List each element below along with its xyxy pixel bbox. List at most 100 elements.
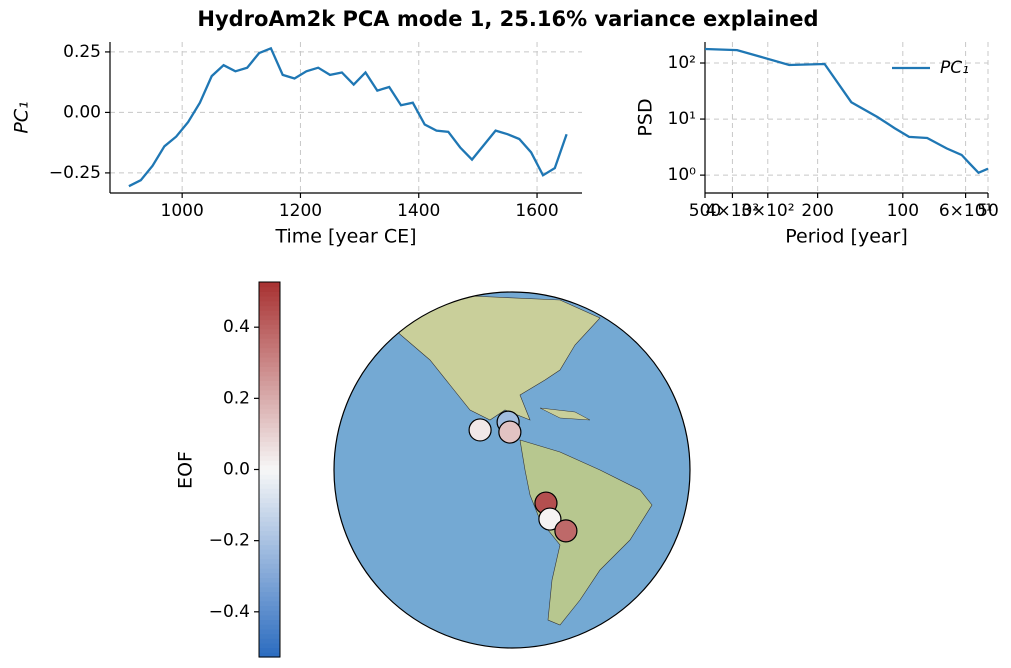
colorbar-band (259, 408, 280, 414)
colorbar-band (259, 469, 280, 475)
site-marker (538, 507, 562, 531)
colorbar-band (259, 394, 280, 400)
x-axis-label: Period [year] (785, 226, 908, 248)
colorbar-band (259, 432, 280, 438)
x-tick-label: 1600 (515, 201, 558, 221)
colorbar-band (259, 474, 280, 480)
colorbar-band (259, 371, 280, 377)
colorbar-band (259, 530, 280, 536)
colorbar-band (259, 357, 280, 363)
caribbean (539, 407, 591, 421)
colorbar-band (259, 511, 280, 517)
x-tick-label: 1400 (397, 201, 440, 221)
colorbar-band (259, 464, 280, 471)
x-tick-label: 200 (801, 201, 833, 221)
colorbar-tick-label: −0.2 (209, 531, 250, 551)
x-tick-label: 500 (689, 201, 721, 221)
colorbar-band (259, 596, 280, 602)
colorbar-band (259, 638, 280, 644)
colorbar-band (259, 507, 280, 513)
north-america (394, 295, 601, 421)
colorbar-band (259, 380, 280, 386)
x-tick-label: 6×10¹ (939, 201, 993, 221)
colorbar-band (259, 488, 280, 494)
colorbar-band (259, 375, 280, 382)
colorbar-band (259, 525, 280, 532)
x-tick-label: 3×10² (741, 201, 795, 221)
colorbar-band (259, 305, 280, 311)
y-tick-label: −0.25 (49, 163, 101, 183)
colorbar-band (259, 652, 280, 658)
colorbar-tick-label: −0.4 (209, 602, 250, 622)
x-axis-label: Time [year CE] (274, 226, 416, 248)
site-marker (468, 418, 492, 442)
figure-title: HydroAm2k PCA mode 1, 25.16% variance ex… (197, 7, 818, 31)
colorbar-band (259, 441, 280, 447)
colorbar-band (259, 361, 280, 367)
colorbar-band (259, 333, 280, 339)
colorbar-tick-label: 0.4 (223, 317, 250, 337)
colorbar-band (259, 291, 280, 297)
x-tick-label: 1000 (161, 201, 204, 221)
colorbar-band (259, 417, 280, 424)
colorbar-band (259, 385, 280, 391)
colorbar-band (259, 300, 280, 307)
line (128, 46, 568, 188)
colorbar-band (259, 403, 280, 410)
colorbar-band (259, 338, 280, 344)
site-marker (554, 519, 578, 543)
colorbar-band (259, 586, 280, 592)
colorbar-band (259, 455, 280, 461)
colorbar-band (259, 319, 280, 325)
colorbar-band (259, 619, 280, 625)
colorbar-band (259, 516, 280, 522)
colorbar-band (259, 502, 280, 508)
colorbar-band (259, 539, 280, 546)
colorbar-band (259, 600, 280, 607)
colorbar-band (259, 446, 280, 452)
map-base (334, 292, 690, 648)
colorbar-band (259, 286, 280, 292)
colorbar-band (259, 572, 280, 578)
y-axis-label: PSD (635, 98, 657, 136)
colorbar-band (259, 347, 280, 353)
colorbar-band (259, 324, 280, 330)
colorbar-band (259, 310, 280, 316)
colorbar-band (259, 296, 280, 302)
colorbar-band (259, 497, 280, 503)
line (704, 47, 989, 175)
colorbar-band (259, 478, 280, 485)
colorbar-band (259, 436, 280, 442)
colorbar-band (259, 582, 280, 588)
colorbar-band (259, 605, 280, 611)
colorbar-band (259, 413, 280, 419)
site-marker (498, 420, 522, 444)
colorbar-band (259, 642, 280, 649)
y-axis-label: PC₁ (11, 101, 33, 133)
colorbar-tick-label: 0.2 (223, 388, 250, 408)
colorbar-band (259, 521, 280, 527)
south-america (519, 439, 653, 626)
colorbar-band (259, 544, 280, 550)
colorbar-band (259, 553, 280, 560)
colorbar-tick-label: 0.0 (223, 460, 250, 480)
colorbar-band (259, 366, 280, 372)
colorbar-label: EOF (175, 451, 197, 489)
colorbar-band (259, 628, 280, 635)
colorbar-band (259, 591, 280, 597)
x-tick-label: 4×10² (706, 201, 760, 221)
y-tick-label: 0.00 (63, 102, 101, 122)
y-tick-label: 0.25 (63, 42, 101, 62)
legend-label: PC₁ (940, 58, 969, 78)
colorbar-band (259, 399, 280, 405)
colorbar-band (259, 624, 280, 630)
colorbar-band (259, 614, 280, 621)
x-tick-label: 100 (887, 201, 919, 221)
colorbar-band (259, 492, 280, 499)
colorbar-band (259, 647, 280, 653)
colorbar-band (259, 610, 280, 616)
y-tick-label: 10⁰ (668, 165, 697, 185)
colorbar-band (259, 342, 280, 349)
colorbar-band (259, 314, 280, 321)
